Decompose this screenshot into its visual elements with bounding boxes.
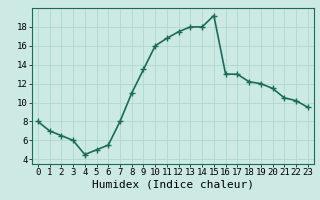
- X-axis label: Humidex (Indice chaleur): Humidex (Indice chaleur): [92, 180, 254, 190]
